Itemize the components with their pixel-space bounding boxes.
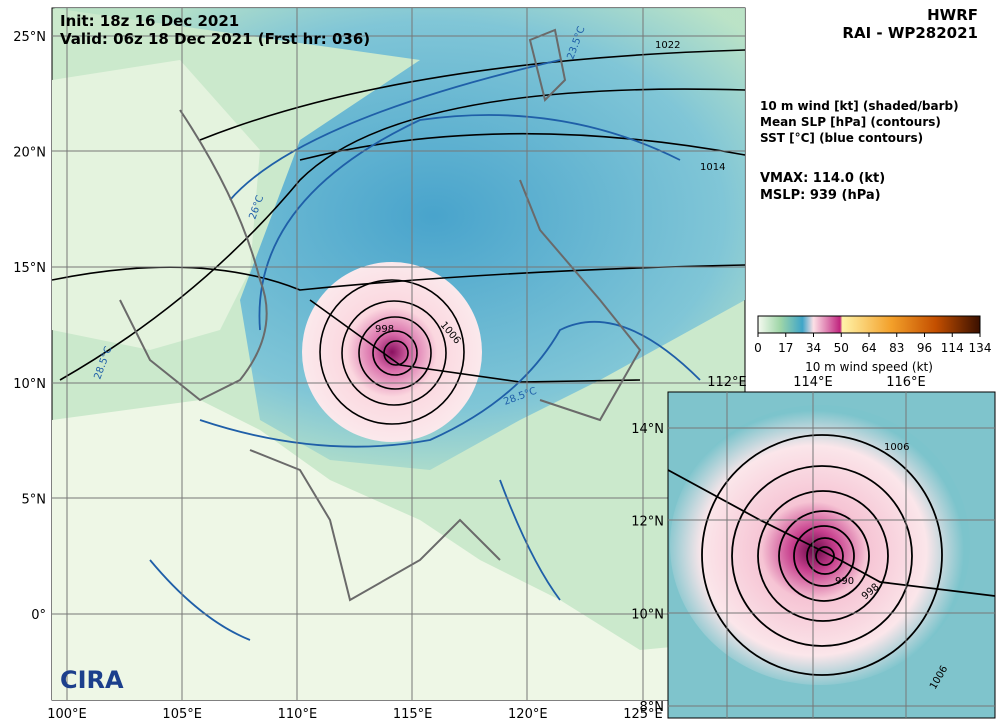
- colorbar-ticks: 0 17 34 50 64 83 96 114 134: [754, 333, 991, 355]
- inset-lat-label: 14°N: [631, 422, 664, 437]
- inset-lon-labels: 112°E 114°E 116°E: [707, 375, 926, 390]
- contour-label: 1006: [884, 442, 909, 453]
- colorbar-tick-label: 83: [889, 341, 904, 355]
- legend-line: SST [°C] (blue contours): [760, 131, 923, 145]
- inset-map: 1006 998 990 1006: [667, 391, 996, 719]
- inset-lon-label: 116°E: [886, 375, 926, 390]
- valid-time: Valid: 06z 18 Dec 2021 (Frst hr: 036): [60, 30, 370, 48]
- lon-labels: 100°E 105°E 110°E 115°E 120°E 125°E: [47, 707, 663, 722]
- lon-label: 110°E: [278, 707, 318, 722]
- colorbar-tick-label: 114: [941, 341, 964, 355]
- lon-label: 115°E: [393, 707, 433, 722]
- storm-id: RAI - WP282021: [842, 24, 978, 42]
- colorbar-tick-label: 134: [969, 341, 992, 355]
- lon-label: 105°E: [162, 707, 202, 722]
- colorbar-label: 10 m wind speed (kt): [805, 360, 933, 374]
- colorbar-tick-label: 96: [917, 341, 932, 355]
- lat-label: 10°N: [13, 377, 46, 392]
- colorbar-tick-label: 0: [754, 341, 762, 355]
- lat-label: 0°: [31, 608, 46, 623]
- lon-label: 120°E: [508, 707, 548, 722]
- contour-label: 1022: [655, 40, 680, 51]
- inset-lat-label: 12°N: [631, 515, 664, 530]
- contour-label: 1014: [700, 162, 725, 173]
- logo: CIRA: [60, 666, 124, 694]
- inset-lon-label: 112°E: [707, 375, 747, 390]
- inset-lat-label: 10°N: [631, 607, 664, 622]
- lat-label: 15°N: [13, 261, 46, 276]
- lat-label: 5°N: [22, 492, 47, 507]
- legend-line: Mean SLP [hPa] (contours): [760, 115, 941, 129]
- colorbar-tick-label: 64: [861, 341, 876, 355]
- inset-lon-label: 114°E: [793, 375, 833, 390]
- main-map: 1022 1014 1006 998 23.5°C 26°C 28.5°C 28…: [51, 7, 746, 701]
- mslp: MSLP: 939 (hPa): [760, 188, 881, 203]
- lat-label: 25°N: [13, 30, 46, 45]
- vmax: VMAX: 114.0 (kt): [760, 171, 885, 186]
- colorbar-tick-label: 50: [834, 341, 849, 355]
- lon-label: 125°E: [623, 707, 663, 722]
- inset-lat-label: 8°N: [640, 700, 665, 715]
- model: HWRF: [927, 6, 978, 24]
- lat-label: 20°N: [13, 146, 46, 161]
- colorbar-tick-label: 17: [778, 341, 793, 355]
- contour-label: 990: [835, 576, 854, 587]
- lon-label: 100°E: [47, 707, 87, 722]
- init-time: Init: 18z 16 Dec 2021: [60, 12, 239, 30]
- lat-labels: 25°N 20°N 15°N 10°N 5°N 0°: [13, 30, 46, 623]
- colorbar: [757, 315, 981, 334]
- inset-lat-labels: 14°N 12°N 10°N 8°N: [631, 422, 664, 715]
- contour-label: 998: [375, 324, 394, 335]
- colorbar-tick-label: 34: [806, 341, 821, 355]
- legend-line: 10 m wind [kt] (shaded/barb): [760, 99, 959, 113]
